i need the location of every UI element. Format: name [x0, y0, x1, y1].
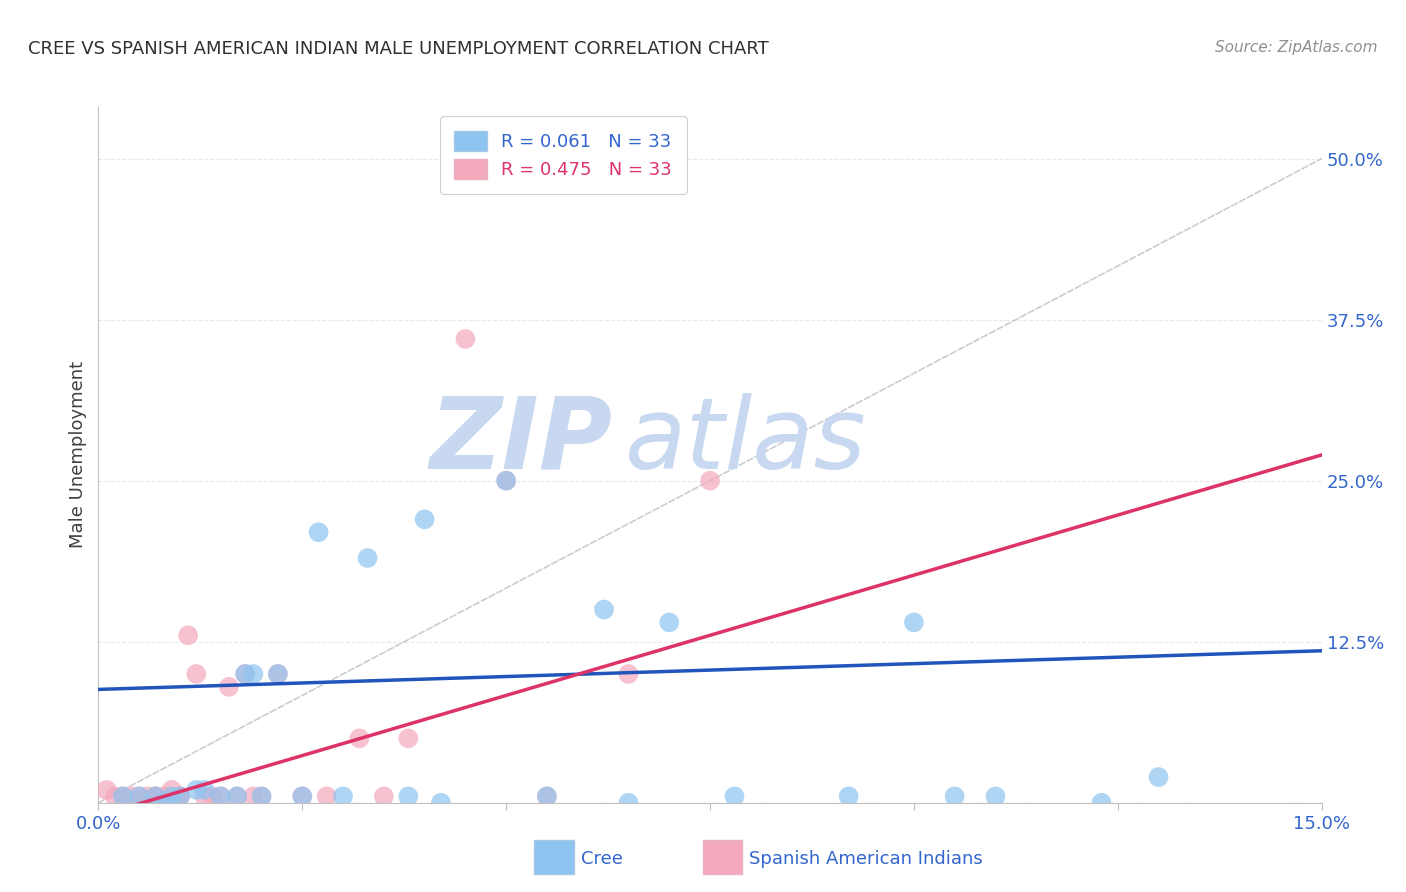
- Text: Source: ZipAtlas.com: Source: ZipAtlas.com: [1215, 40, 1378, 55]
- Point: [193, 783, 215, 797]
- Point: [160, 783, 183, 797]
- Text: ZIP: ZIP: [429, 392, 612, 490]
- Point: [201, 789, 224, 804]
- Point: [593, 602, 616, 616]
- Point: [226, 789, 249, 804]
- Point: [356, 551, 378, 566]
- Point: [699, 474, 721, 488]
- Point: [193, 789, 215, 804]
- Point: [136, 789, 159, 804]
- Point: [111, 789, 134, 804]
- Point: [308, 525, 330, 540]
- Point: [120, 789, 142, 804]
- Point: [218, 680, 240, 694]
- Point: [177, 628, 200, 642]
- Text: CREE VS SPANISH AMERICAN INDIAN MALE UNEMPLOYMENT CORRELATION CHART: CREE VS SPANISH AMERICAN INDIAN MALE UNE…: [28, 40, 769, 58]
- Point: [160, 789, 183, 804]
- Point: [169, 789, 191, 804]
- Point: [454, 332, 477, 346]
- Point: [536, 789, 558, 804]
- Point: [984, 789, 1007, 804]
- Point: [1090, 796, 1112, 810]
- FancyBboxPatch shape: [703, 840, 742, 874]
- Point: [169, 789, 191, 804]
- Text: Spanish American Indians: Spanish American Indians: [749, 850, 983, 868]
- Point: [617, 667, 640, 681]
- Point: [128, 789, 150, 804]
- Point: [209, 789, 232, 804]
- Point: [617, 796, 640, 810]
- Point: [145, 789, 167, 804]
- Y-axis label: Male Unemployment: Male Unemployment: [69, 361, 87, 549]
- Legend: R = 0.061   N = 33, R = 0.475   N = 33: R = 0.061 N = 33, R = 0.475 N = 33: [440, 116, 686, 194]
- Point: [349, 731, 371, 746]
- Point: [495, 474, 517, 488]
- Point: [903, 615, 925, 630]
- FancyBboxPatch shape: [534, 840, 574, 874]
- Point: [242, 667, 264, 681]
- Point: [396, 731, 419, 746]
- Point: [291, 789, 314, 804]
- Point: [186, 783, 208, 797]
- Point: [226, 789, 249, 804]
- Point: [233, 667, 256, 681]
- Point: [186, 667, 208, 681]
- Point: [145, 789, 167, 804]
- Point: [291, 789, 314, 804]
- Point: [838, 789, 860, 804]
- Point: [413, 512, 436, 526]
- Point: [1147, 770, 1170, 784]
- Point: [267, 667, 290, 681]
- Point: [111, 789, 134, 804]
- Point: [495, 474, 517, 488]
- Point: [396, 789, 419, 804]
- Point: [250, 789, 273, 804]
- Point: [169, 789, 191, 804]
- Point: [250, 789, 273, 804]
- Point: [152, 796, 174, 810]
- Point: [96, 783, 118, 797]
- Point: [536, 789, 558, 804]
- Point: [658, 615, 681, 630]
- Text: Cree: Cree: [581, 850, 623, 868]
- Point: [242, 789, 264, 804]
- Point: [315, 789, 337, 804]
- Point: [430, 796, 453, 810]
- Point: [373, 789, 395, 804]
- Point: [209, 789, 232, 804]
- Point: [104, 789, 127, 804]
- Point: [233, 667, 256, 681]
- Text: atlas: atlas: [624, 392, 866, 490]
- Point: [332, 789, 354, 804]
- Point: [723, 789, 745, 804]
- Point: [145, 789, 167, 804]
- Point: [128, 789, 150, 804]
- Point: [267, 667, 290, 681]
- Point: [943, 789, 966, 804]
- Point: [152, 789, 174, 804]
